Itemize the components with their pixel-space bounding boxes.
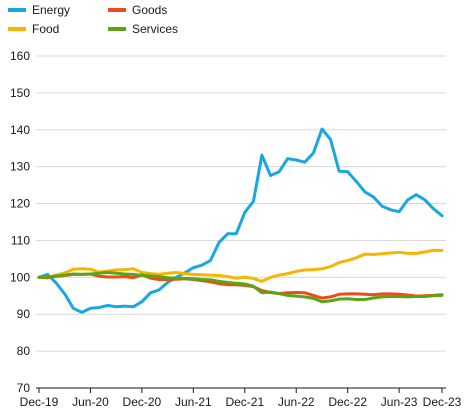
- legend: Energy Food Goods Services: [8, 3, 178, 36]
- y-tick-label: 70: [17, 381, 31, 395]
- x-tick-label: Dec-23: [423, 395, 462, 409]
- legend-label-food: Food: [32, 22, 59, 36]
- legend-label-services: Services: [132, 22, 178, 36]
- x-tick-label: Dec-20: [123, 395, 162, 409]
- series-line-energy: [37, 127, 444, 314]
- x-tick-label: Jun-22: [278, 395, 315, 409]
- series-line-services: [37, 271, 444, 304]
- y-tick-label: 140: [10, 123, 30, 137]
- y-tick-label: 160: [10, 49, 30, 63]
- series-lines: [37, 127, 444, 314]
- x-tick-label: Dec-21: [225, 395, 264, 409]
- legend-label-goods: Goods: [132, 3, 167, 17]
- axes: 70 80 90 100 110 120 130 140 150 160 Dec-19 Jun-20 D…: [10, 49, 462, 409]
- y-tick-label: 150: [10, 86, 30, 100]
- y-tick-label: 130: [10, 160, 30, 174]
- y-tick-label: 80: [17, 344, 31, 358]
- y-tick-label: 90: [17, 307, 31, 321]
- y-tick-label: 120: [10, 197, 30, 211]
- x-tick-label: Jun-21: [175, 395, 212, 409]
- x-tick-label: Dec-22: [328, 395, 367, 409]
- y-tick-label: 110: [11, 233, 30, 247]
- x-tick-label: Jun-20: [72, 395, 109, 409]
- x-tick-label: Jun-23: [381, 395, 418, 409]
- legend-label-energy: Energy: [32, 3, 70, 17]
- y-tick-label: 100: [10, 270, 30, 284]
- x-tick-label: Dec-19: [20, 395, 59, 409]
